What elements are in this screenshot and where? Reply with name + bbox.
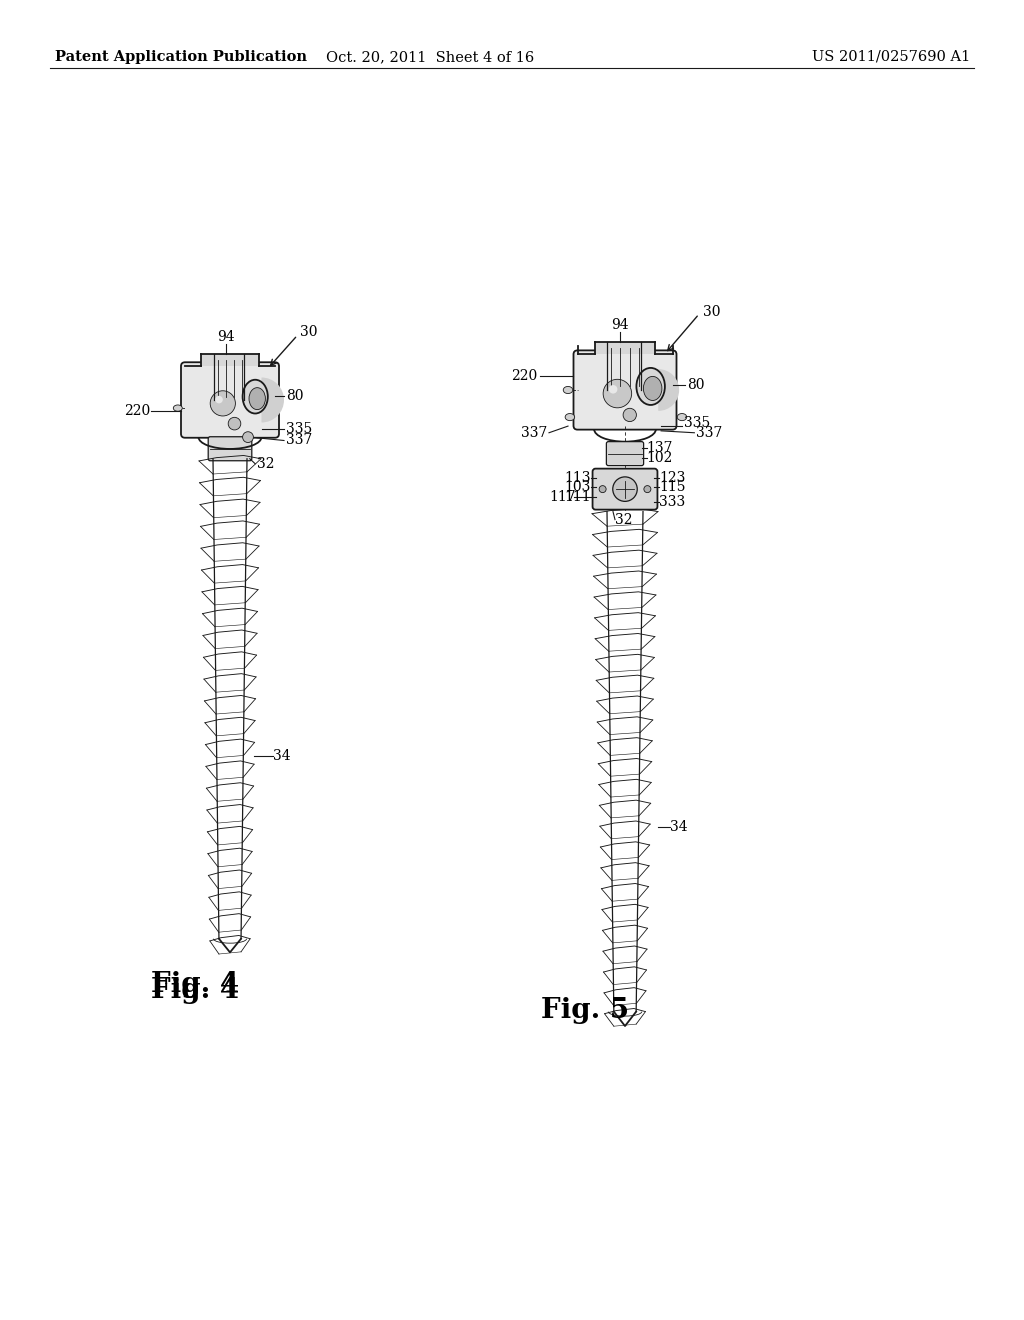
- FancyBboxPatch shape: [593, 469, 657, 510]
- Text: 220: 220: [125, 404, 151, 418]
- Text: 115: 115: [659, 480, 686, 495]
- Text: 335: 335: [286, 422, 312, 436]
- Ellipse shape: [249, 388, 265, 409]
- Text: 335: 335: [684, 416, 711, 430]
- Text: 111: 111: [564, 490, 591, 504]
- Circle shape: [228, 417, 241, 430]
- Text: 333: 333: [659, 495, 686, 510]
- Circle shape: [612, 477, 637, 502]
- FancyBboxPatch shape: [181, 362, 279, 438]
- Text: Oct. 20, 2011  Sheet 4 of 16: Oct. 20, 2011 Sheet 4 of 16: [326, 50, 535, 63]
- Text: 117: 117: [549, 490, 575, 504]
- Text: 80: 80: [286, 388, 303, 403]
- Text: Fig. 4: Fig. 4: [151, 977, 239, 1003]
- Text: 94: 94: [217, 330, 234, 345]
- Text: 137: 137: [646, 441, 673, 454]
- Text: 30: 30: [300, 326, 317, 339]
- FancyBboxPatch shape: [573, 350, 677, 429]
- Text: 34: 34: [670, 820, 688, 834]
- Circle shape: [210, 391, 236, 416]
- Ellipse shape: [643, 376, 662, 400]
- Circle shape: [623, 408, 636, 421]
- Text: 102: 102: [646, 450, 673, 465]
- Circle shape: [609, 385, 617, 393]
- Ellipse shape: [565, 413, 574, 421]
- Text: 32: 32: [615, 512, 633, 527]
- Text: Fig. 5: Fig. 5: [541, 997, 629, 1023]
- Text: 337: 337: [521, 426, 547, 440]
- Ellipse shape: [636, 368, 665, 405]
- Text: 80: 80: [687, 379, 705, 392]
- Text: Patent Application Publication: Patent Application Publication: [55, 50, 307, 63]
- Ellipse shape: [173, 405, 182, 412]
- Text: 103: 103: [564, 480, 591, 495]
- Circle shape: [243, 432, 253, 442]
- Ellipse shape: [677, 413, 687, 421]
- FancyBboxPatch shape: [606, 442, 644, 466]
- Text: 32: 32: [257, 457, 274, 471]
- Ellipse shape: [243, 380, 268, 413]
- Circle shape: [215, 396, 223, 404]
- Wedge shape: [261, 378, 284, 422]
- FancyBboxPatch shape: [208, 437, 252, 461]
- Circle shape: [603, 379, 632, 408]
- Text: Fig. 4: Fig. 4: [151, 972, 239, 998]
- Text: 30: 30: [702, 305, 721, 319]
- Text: 220: 220: [511, 368, 538, 383]
- Wedge shape: [658, 370, 679, 411]
- Circle shape: [644, 486, 651, 492]
- Text: 94: 94: [611, 318, 629, 331]
- Text: 337: 337: [286, 433, 312, 447]
- Text: 337: 337: [696, 426, 723, 440]
- Circle shape: [599, 486, 606, 492]
- Bar: [595, 342, 655, 354]
- Bar: [201, 354, 259, 366]
- Ellipse shape: [563, 387, 572, 393]
- Text: 113: 113: [564, 471, 591, 484]
- Text: 34: 34: [273, 750, 291, 763]
- Text: 123: 123: [659, 471, 686, 484]
- Text: US 2011/0257690 A1: US 2011/0257690 A1: [812, 50, 970, 63]
